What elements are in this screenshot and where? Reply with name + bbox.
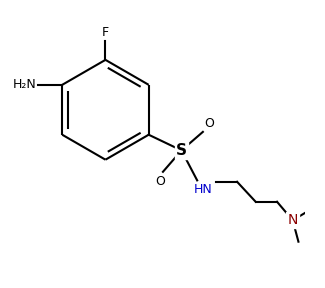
Text: F: F [102,26,109,39]
Text: N: N [288,213,298,227]
Text: HN: HN [194,183,213,196]
Text: O: O [204,117,214,130]
Text: S: S [176,143,187,158]
Text: O: O [156,175,166,188]
Text: H₂N: H₂N [13,78,37,91]
